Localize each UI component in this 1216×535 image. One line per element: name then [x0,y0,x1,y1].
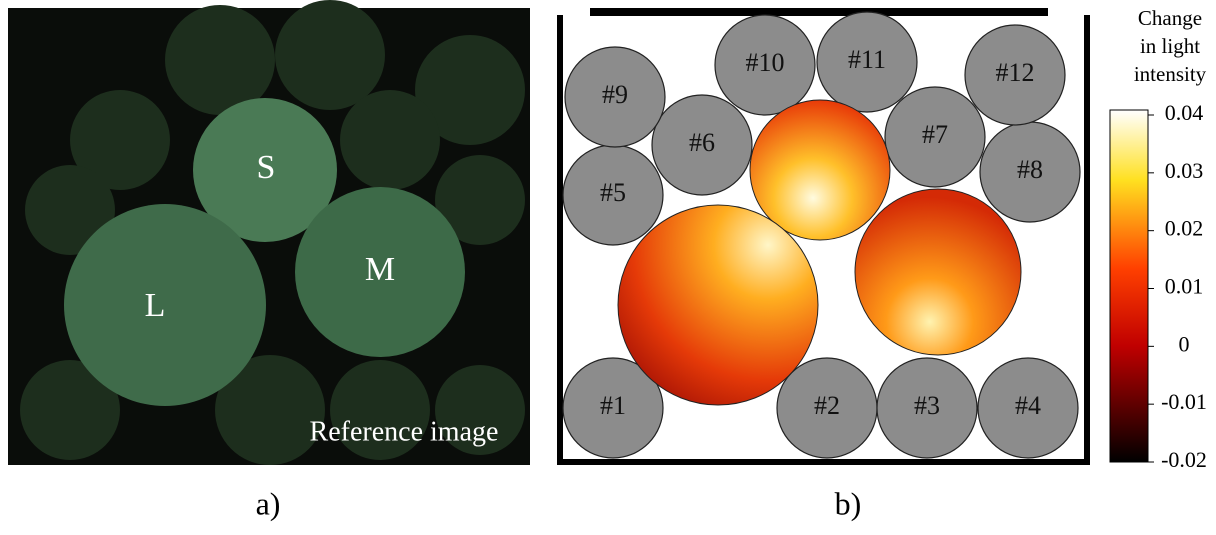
particle-label: M [365,251,395,288]
tick-label: -0.01 [1161,389,1207,414]
gray-disk [564,46,666,148]
container [557,15,1090,465]
tick-label: 0 [1179,331,1190,356]
background-particles [20,0,525,465]
disk-label: #6 [689,128,715,157]
tick-label: -0.02 [1161,447,1207,472]
particle-label: S [257,149,276,186]
panel-label: b) [835,485,862,521]
gray-disk [816,11,918,113]
colorbar-title: in light [1140,34,1200,58]
disk-label: #3 [914,391,940,420]
disk-label: #11 [848,45,886,74]
gray-disk [977,357,1079,459]
panel-b: #1 #2 #3 #4#5#6 #7#8#9#10 #11 #12 b) -0.02-0.0… [557,6,1207,521]
panel-a: S M L Reference image a) [8,0,530,521]
particle-label: L [145,287,166,324]
panel-label: a) [256,485,281,521]
tick-label: 0.03 [1165,158,1204,183]
tick-label: 0.01 [1165,274,1204,299]
disk-label: #1 [600,391,626,420]
tick-label: 0.04 [1165,100,1204,125]
disk-label: #7 [922,120,948,149]
disk-label: #8 [1017,155,1043,184]
heat-disk-m [854,188,1022,356]
particle-s [193,98,337,242]
gray-disk [876,357,978,459]
heat-disk-l [617,204,819,406]
gray-disk [884,86,986,188]
colorbar-title: Change [1138,6,1202,30]
gray-disk [714,14,816,116]
tick-label: 0.02 [1165,216,1204,241]
gray-disk [651,94,753,196]
disk-label: #5 [600,178,626,207]
colorbar-title: intensity [1134,62,1207,86]
colorbar [1109,109,1149,463]
particle-l [64,204,266,406]
disk-label: #12 [996,58,1035,87]
caption: Reference image [310,416,499,447]
disk-label: #4 [1015,391,1041,420]
colorbar-axis: -0.02 -0.01 0 0.01 0.02 0.03 0.04 Change in ligh… [1134,6,1207,472]
disk-label: #2 [814,391,840,420]
heat-disk-s [749,99,891,241]
disk-label: #9 [602,80,628,109]
gray-disk [562,357,664,459]
disks: #1 #2 #3 #4 #5 #6 #7 #8 #9 #10 #11 #12 [562,11,1081,459]
particle-m [295,187,465,357]
disk-label: #10 [746,48,785,77]
gray-disk [964,24,1066,126]
